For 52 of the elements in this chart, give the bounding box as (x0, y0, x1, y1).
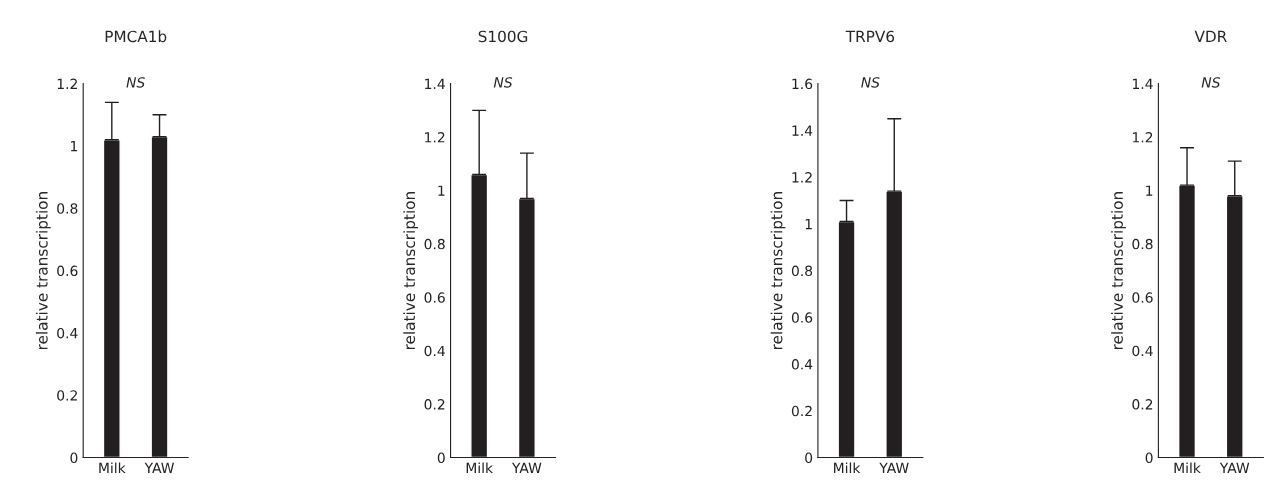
y-axis-title: relative transcription (770, 192, 786, 350)
y-tick-label: 0.4 (1132, 345, 1153, 357)
x-tick-label: YAW (879, 462, 909, 473)
y-tick-label: 0 (437, 452, 445, 464)
y-tick-label: 0.8 (57, 203, 78, 214)
x-tick-label: YAW (144, 462, 175, 473)
y-tick-label: 0.2 (424, 399, 445, 410)
x-tick-label: YAW (1219, 462, 1250, 473)
y-tick-label: 0.4 (424, 345, 445, 357)
chart-title: PMCA1b (105, 30, 167, 43)
chart-title: VDR (1194, 30, 1227, 42)
x-tick-label: YAW (511, 462, 542, 473)
chart-title: TRPV6 (845, 30, 895, 43)
y-tick-label: 1.6 (792, 78, 813, 90)
y-tick-label: 0.6 (57, 265, 78, 277)
y-tick-label: 1.4 (1132, 78, 1153, 89)
annotation: NS (1201, 77, 1221, 88)
y-tick-label: 0 (70, 452, 78, 464)
y-tick-label: 1.4 (425, 78, 445, 89)
y-tick-label: 0.4 (57, 327, 78, 339)
y-tick-label: 0.2 (1132, 399, 1153, 410)
y-axis-title: relative transcription (403, 192, 419, 350)
x-tick-label: Milk (99, 462, 126, 473)
chart-title: S100G (478, 30, 528, 43)
y-tick-label: 1.2 (425, 132, 445, 143)
y-tick-label: 1 (71, 141, 78, 152)
y-axis-title: relative transcription (1111, 192, 1126, 350)
y-tick-label: 0.8 (424, 238, 445, 250)
y-tick-label: 0.8 (1132, 238, 1153, 250)
y-tick-label: 1 (1146, 185, 1153, 196)
annotation: NS (861, 77, 880, 88)
y-tick-label: 0.6 (424, 292, 445, 303)
x-tick-label: Milk (1174, 462, 1201, 473)
y-tick-label: 1 (805, 219, 812, 230)
annotation: NS (493, 77, 513, 88)
x-tick-label: Milk (466, 462, 494, 473)
y-tick-label: 0.6 (791, 312, 813, 323)
y-tick-label: 1.2 (1132, 132, 1153, 143)
x-tick-label: Milk (834, 462, 861, 473)
y-tick-label: 0 (1145, 452, 1153, 464)
annotation: NS (126, 77, 145, 88)
y-tick-label: 0.2 (57, 390, 77, 401)
y-axis-title: relative transcription (35, 192, 51, 350)
y-tick-label: 1.2 (792, 172, 812, 183)
y-tick-label: 0.4 (791, 359, 813, 370)
y-tick-label: 1 (438, 185, 445, 196)
y-tick-label: 0.6 (1132, 292, 1153, 303)
y-tick-label: 0.2 (791, 405, 812, 417)
y-tick-label: 1.2 (57, 78, 77, 89)
y-tick-label: 0 (805, 452, 813, 464)
y-tick-label: 1.4 (792, 125, 813, 136)
y-tick-label: 0.8 (791, 265, 813, 277)
